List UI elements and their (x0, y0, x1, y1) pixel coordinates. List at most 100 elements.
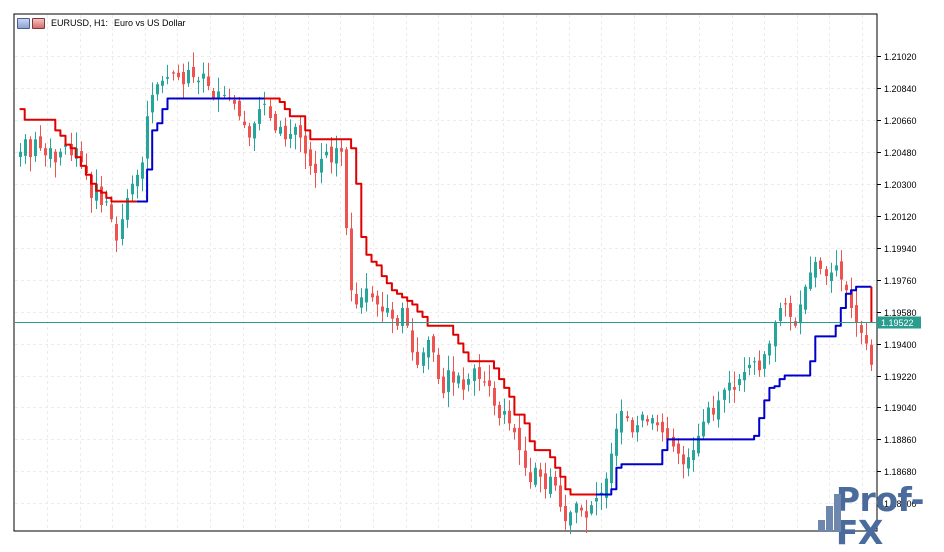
candle-body (279, 126, 282, 134)
candle-body (513, 427, 516, 433)
candle-body (177, 72, 180, 78)
candle-body (702, 421, 705, 437)
trailing-stop-segment-up (596, 285, 872, 496)
candle-body (855, 305, 858, 323)
candle-body (656, 422, 659, 426)
y-tick-label: 1.18860 (884, 435, 917, 445)
candle-body (335, 148, 338, 164)
candle-body (483, 381, 486, 383)
candle-body (865, 335, 868, 344)
y-tick-label: 1.20660 (884, 116, 917, 126)
candle-body (809, 272, 812, 289)
candle-body (585, 511, 588, 518)
trailing-stop-line (19, 97, 873, 496)
candle-body (411, 330, 414, 353)
candle-body (156, 84, 159, 95)
candle-body (626, 416, 629, 419)
candle-body (794, 321, 797, 326)
candle-body (672, 436, 675, 447)
candle-body (161, 80, 164, 86)
candle-body (564, 505, 567, 522)
y-tick-label: 1.18680 (884, 467, 917, 477)
candle-body (845, 284, 848, 291)
candle-body (631, 419, 634, 433)
candle-body (595, 498, 598, 502)
candle-body (110, 204, 113, 220)
candle-body (386, 308, 389, 313)
candle-body (728, 382, 731, 391)
candle-body (141, 162, 144, 179)
y-tick-label: 1.19760 (884, 276, 917, 286)
candle-body (615, 428, 618, 456)
candle-body (723, 389, 726, 400)
candle-body (330, 146, 333, 163)
candle-body (233, 100, 236, 104)
y-tick-label: 1.21020 (884, 52, 917, 62)
candle-body (146, 116, 149, 159)
candle-body (24, 139, 27, 156)
trailing-stop-segment-down (19, 108, 137, 203)
candle-body (422, 352, 425, 366)
candle-body (309, 149, 312, 166)
candle-body (314, 163, 317, 174)
chart-icon[interactable] (17, 17, 30, 29)
candle-body (19, 151, 22, 158)
candle-body (753, 361, 756, 363)
grid (15, 15, 876, 530)
current-price-label: 1.19522 (881, 318, 914, 328)
logo-bars-icon (816, 494, 841, 538)
candle-body (355, 293, 358, 305)
candle-body (416, 351, 419, 365)
candle-body (850, 290, 853, 309)
price-axis: 1.21020 1.20840 1.20660 1.20480 1.20300 1.201… (877, 52, 917, 509)
chart-color-icon[interactable] (32, 17, 45, 29)
candle-body (457, 375, 460, 384)
candle-body (707, 407, 710, 423)
candle-body (738, 379, 741, 386)
candle-body (442, 376, 445, 394)
candle-body (697, 435, 700, 454)
candle-body (248, 126, 251, 138)
candle-body (661, 421, 664, 433)
chart-symbol-header: EURUSD, H1: Euro vs US Dollar (17, 16, 186, 30)
candle-body (284, 125, 287, 140)
candle-body (503, 411, 506, 415)
candle-body (774, 322, 777, 347)
candle-body (860, 325, 863, 333)
candle-body (784, 303, 787, 305)
candle-body (799, 304, 802, 324)
candle-body (580, 507, 583, 511)
candle-body (34, 139, 37, 157)
candle-body (763, 354, 766, 369)
candle-body (748, 364, 751, 369)
candle-body (64, 144, 67, 147)
y-tick-label: 1.20300 (884, 180, 917, 190)
candle-body (835, 265, 838, 271)
candle-body (187, 70, 190, 84)
candle-body (743, 371, 746, 381)
candle-body (29, 139, 32, 158)
candle-body (304, 135, 307, 154)
candle-body (712, 407, 715, 415)
y-tick-label: 1.20480 (884, 148, 917, 158)
candle-body (396, 317, 399, 326)
candle-body (100, 186, 103, 206)
y-tick-label: 1.19400 (884, 340, 917, 350)
candle-body (197, 80, 200, 83)
watermark-logo: Prof-FX (816, 483, 942, 549)
candle-body (437, 354, 440, 380)
candle-body (263, 103, 266, 105)
y-tick-label: 1.20120 (884, 212, 917, 222)
candle-body (238, 100, 241, 117)
y-tick-label: 1.19040 (884, 403, 917, 413)
candle-body (325, 151, 328, 156)
candle-body (340, 148, 343, 152)
candle-body (202, 73, 205, 79)
candle-body (636, 425, 639, 433)
candle-body (498, 404, 501, 419)
candle-body (569, 512, 572, 526)
candle-body (274, 113, 277, 131)
candle-body (870, 344, 873, 365)
